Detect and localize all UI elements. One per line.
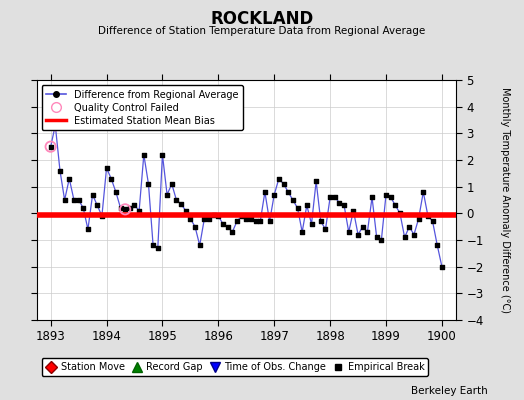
Point [214, 213, 223, 219]
Point [354, 232, 362, 238]
Point [279, 181, 288, 187]
Point [172, 197, 181, 203]
Point [223, 224, 232, 230]
Point [373, 234, 381, 240]
Point [242, 216, 250, 222]
Point [177, 201, 185, 207]
Point [191, 224, 199, 230]
Y-axis label: Monthly Temperature Anomaly Difference (°C): Monthly Temperature Anomaly Difference (… [500, 87, 510, 313]
Point [168, 181, 176, 187]
Point [205, 216, 213, 222]
Point [331, 194, 339, 200]
Point [419, 189, 428, 195]
Point [97, 213, 106, 219]
Point [93, 202, 102, 208]
Point [247, 216, 255, 222]
Point [391, 202, 399, 208]
Point [163, 192, 171, 198]
Point [387, 194, 395, 200]
Legend: Station Move, Record Gap, Time of Obs. Change, Empirical Break: Station Move, Record Gap, Time of Obs. C… [41, 358, 428, 376]
Point [158, 152, 167, 158]
Point [112, 189, 120, 195]
Point [410, 232, 418, 238]
Point [363, 229, 372, 235]
Point [56, 168, 64, 174]
Point [256, 218, 265, 224]
Point [261, 189, 269, 195]
Point [130, 202, 139, 208]
Point [265, 218, 274, 224]
Point [60, 197, 69, 203]
Point [289, 197, 297, 203]
Text: Berkeley Earth: Berkeley Earth [411, 386, 487, 396]
Point [335, 200, 344, 206]
Point [270, 192, 278, 198]
Point [293, 205, 302, 211]
Point [307, 221, 315, 227]
Point [186, 216, 194, 222]
Point [326, 194, 334, 200]
Point [316, 218, 325, 224]
Point [358, 224, 367, 230]
Point [298, 229, 307, 235]
Point [121, 206, 129, 212]
Point [382, 192, 390, 198]
Point [233, 218, 241, 224]
Point [228, 229, 236, 235]
Point [414, 216, 423, 222]
Point [252, 218, 260, 224]
Point [126, 205, 134, 211]
Point [74, 197, 83, 203]
Point [65, 176, 73, 182]
Point [135, 208, 144, 214]
Point [312, 178, 320, 184]
Point [47, 144, 55, 150]
Point [349, 208, 357, 214]
Point [47, 144, 55, 150]
Point [144, 181, 152, 187]
Point [51, 122, 60, 128]
Point [149, 242, 157, 248]
Point [139, 152, 148, 158]
Point [154, 245, 162, 251]
Point [400, 234, 409, 240]
Point [79, 205, 88, 211]
Point [429, 218, 437, 224]
Point [321, 226, 330, 232]
Point [210, 212, 218, 218]
Point [102, 165, 111, 171]
Point [345, 229, 353, 235]
Point [70, 197, 78, 203]
Point [107, 176, 115, 182]
Point [433, 242, 441, 248]
Point [84, 226, 92, 232]
Point [237, 213, 246, 219]
Point [438, 264, 446, 270]
Point [424, 213, 432, 219]
Point [200, 216, 209, 222]
Point [121, 206, 129, 212]
Point [116, 205, 125, 211]
Text: Difference of Station Temperature Data from Regional Average: Difference of Station Temperature Data f… [99, 26, 425, 36]
Point [340, 202, 348, 208]
Point [303, 202, 311, 208]
Point [219, 221, 227, 227]
Point [195, 242, 204, 248]
Point [51, 122, 60, 128]
Point [181, 208, 190, 214]
Text: ROCKLAND: ROCKLAND [210, 10, 314, 28]
Point [377, 237, 386, 243]
Point [275, 176, 283, 182]
Point [405, 224, 413, 230]
Point [89, 192, 97, 198]
Point [284, 189, 292, 195]
Point [396, 210, 404, 216]
Point [368, 194, 376, 200]
